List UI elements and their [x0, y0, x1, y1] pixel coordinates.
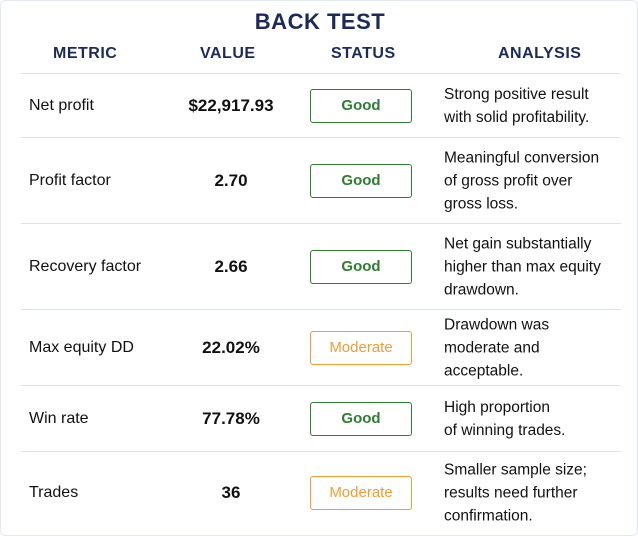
metric-value: 22.02%	[202, 337, 260, 357]
metric-label: Win rate	[29, 409, 89, 427]
analysis-text: Strong positive result with solid profit…	[444, 85, 590, 126]
analysis-text: Meaningful conversion of gross profit ov…	[444, 149, 600, 212]
status-badge: Moderate	[310, 330, 412, 365]
analysis-text: Net gain substantially higher than max e…	[444, 235, 601, 298]
analysis-text: Smaller sample size; results need furthe…	[444, 461, 587, 525]
metric-value: 36	[221, 483, 241, 502]
table-row-trades: Trades 36 Moderate Smaller sample size; …	[21, 452, 621, 534]
metric-label: Trades	[29, 484, 79, 501]
table-row-net-profit: Net profit $22,917.93 Good Strong positi…	[21, 73, 621, 138]
metrics-table: Net profit $22,917.93 Good Strong positi…	[21, 73, 621, 534]
column-header-value: VALUE	[200, 45, 256, 62]
table-row-recovery-factor: Recovery factor 2.66 Good Net gain subst…	[21, 224, 621, 310]
page-title: BACK TEST	[254, 9, 386, 34]
table-header: METRIC VALUE STATUS ANALYSIS	[1, 45, 637, 67]
column-header-status: STATUS	[331, 45, 396, 62]
status-badge: Moderate	[310, 476, 412, 510]
metric-label: Recovery factor	[29, 257, 142, 275]
column-header-analysis: ANALYSIS	[498, 45, 582, 62]
status-badge: Good	[310, 88, 412, 123]
metric-value: 2.70	[214, 170, 248, 190]
metric-label: Profit factor	[29, 171, 111, 189]
metric-value: 77.78%	[202, 408, 260, 428]
analysis-text: High proportion of winning trades.	[444, 398, 566, 439]
table-row-max-equity-dd: Max equity DD 22.02% Moderate Drawdown w…	[21, 310, 621, 386]
metric-value: $22,917.93	[188, 95, 274, 115]
table-row-profit-factor: Profit factor 2.70 Good Meaningful conve…	[21, 138, 621, 224]
status-badge: Good	[310, 401, 412, 436]
status-badge: Good	[310, 249, 412, 284]
metric-label: Max equity DD	[29, 338, 134, 356]
column-header-metric: METRIC	[53, 45, 118, 62]
metric-value: 2.66	[214, 256, 248, 276]
table-row-win-rate: Win rate 77.78% Good High proportion of …	[21, 386, 621, 452]
analysis-text: Drawdown was moderate and acceptable.	[444, 316, 550, 379]
metric-label: Net profit	[29, 96, 94, 114]
status-badge: Good	[310, 163, 412, 198]
